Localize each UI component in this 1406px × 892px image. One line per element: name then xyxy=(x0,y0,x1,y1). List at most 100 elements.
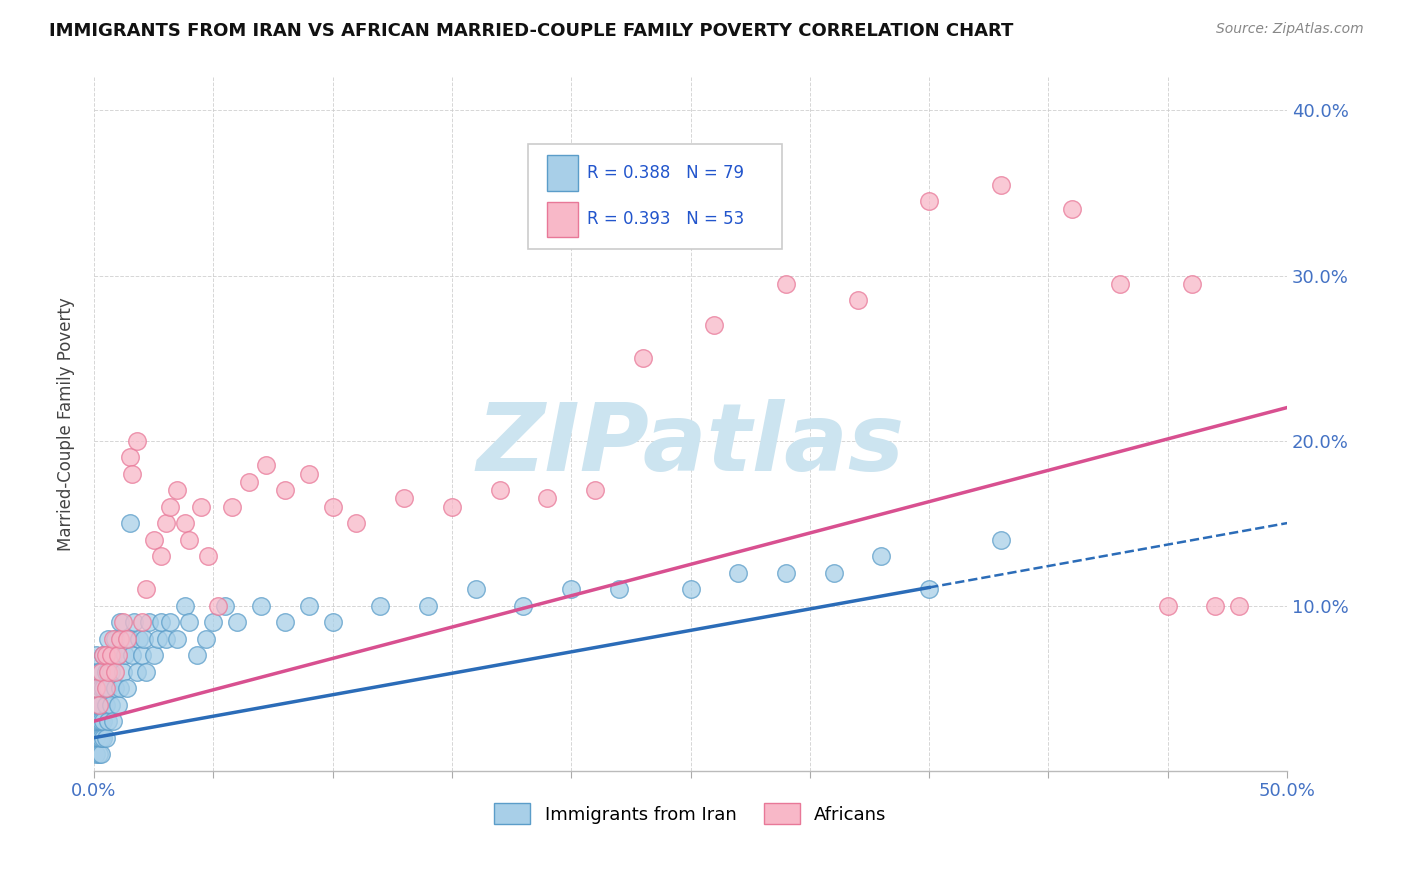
Point xyxy=(155,632,177,646)
Point xyxy=(416,599,439,613)
Point xyxy=(100,665,122,679)
Point xyxy=(322,615,344,629)
Point xyxy=(392,491,415,506)
Point xyxy=(93,648,115,662)
Point xyxy=(114,648,136,662)
Point xyxy=(775,277,797,291)
Point xyxy=(94,698,117,712)
Point xyxy=(125,665,148,679)
Point xyxy=(1181,277,1204,291)
Point xyxy=(90,665,112,679)
Point xyxy=(87,698,110,712)
Point xyxy=(86,665,108,679)
Point xyxy=(512,599,534,613)
Point xyxy=(97,714,120,728)
Point xyxy=(87,747,110,762)
Point xyxy=(870,549,893,563)
Point xyxy=(94,731,117,745)
Point xyxy=(117,632,139,646)
Point xyxy=(1109,277,1132,291)
Point xyxy=(197,549,219,563)
Point xyxy=(86,681,108,695)
Point xyxy=(101,632,124,646)
Point xyxy=(195,632,218,646)
Point xyxy=(86,714,108,728)
Point xyxy=(775,566,797,580)
Point xyxy=(93,714,115,728)
Point xyxy=(118,450,141,464)
Text: ZIPatlas: ZIPatlas xyxy=(477,399,904,491)
Point xyxy=(173,516,195,530)
Point xyxy=(86,648,108,662)
Point xyxy=(346,516,368,530)
Point xyxy=(101,648,124,662)
Point xyxy=(142,533,165,547)
Point xyxy=(990,178,1012,192)
Point xyxy=(918,194,941,209)
Point xyxy=(100,698,122,712)
Point xyxy=(135,582,157,596)
Point xyxy=(190,500,212,514)
Point xyxy=(107,698,129,712)
Point xyxy=(298,599,321,613)
Point xyxy=(607,582,630,596)
Point xyxy=(322,500,344,514)
Point xyxy=(727,566,749,580)
Point xyxy=(104,632,127,646)
Point xyxy=(132,632,155,646)
Text: R = 0.388   N = 79: R = 0.388 N = 79 xyxy=(588,164,744,182)
Point xyxy=(86,698,108,712)
Point xyxy=(846,293,869,308)
Point xyxy=(226,615,249,629)
Point xyxy=(488,483,510,497)
Point xyxy=(94,681,117,695)
Point xyxy=(1157,599,1180,613)
Point xyxy=(100,648,122,662)
Point xyxy=(250,599,273,613)
Point xyxy=(207,599,229,613)
Point xyxy=(121,467,143,481)
Point xyxy=(125,434,148,448)
Point xyxy=(254,458,277,473)
Point xyxy=(128,632,150,646)
Point xyxy=(703,318,725,332)
Point xyxy=(274,483,297,497)
Point xyxy=(107,648,129,662)
Y-axis label: Married-Couple Family Poverty: Married-Couple Family Poverty xyxy=(58,297,75,551)
Point xyxy=(87,698,110,712)
Point xyxy=(202,615,225,629)
Point xyxy=(823,566,845,580)
Text: R = 0.393   N = 53: R = 0.393 N = 53 xyxy=(588,211,745,228)
Point xyxy=(90,747,112,762)
Point xyxy=(86,731,108,745)
Point xyxy=(94,665,117,679)
Point xyxy=(138,615,160,629)
Point xyxy=(918,582,941,596)
Point xyxy=(990,533,1012,547)
Text: IMMIGRANTS FROM IRAN VS AFRICAN MARRIED-COUPLE FAMILY POVERTY CORRELATION CHART: IMMIGRANTS FROM IRAN VS AFRICAN MARRIED-… xyxy=(49,22,1014,40)
Point xyxy=(108,681,131,695)
Point xyxy=(87,714,110,728)
Point xyxy=(107,648,129,662)
Point xyxy=(166,632,188,646)
Point xyxy=(93,681,115,695)
Point xyxy=(583,483,606,497)
Point xyxy=(97,665,120,679)
Point xyxy=(149,549,172,563)
Point xyxy=(97,632,120,646)
Point xyxy=(214,599,236,613)
Point xyxy=(86,681,108,695)
Point xyxy=(111,615,134,629)
Point xyxy=(560,582,582,596)
Point xyxy=(104,665,127,679)
Point xyxy=(173,599,195,613)
Point xyxy=(87,731,110,745)
Point xyxy=(104,681,127,695)
Point xyxy=(440,500,463,514)
Point xyxy=(159,500,181,514)
Point xyxy=(274,615,297,629)
Point xyxy=(90,731,112,745)
Point xyxy=(108,615,131,629)
Point xyxy=(131,648,153,662)
Point xyxy=(94,648,117,662)
